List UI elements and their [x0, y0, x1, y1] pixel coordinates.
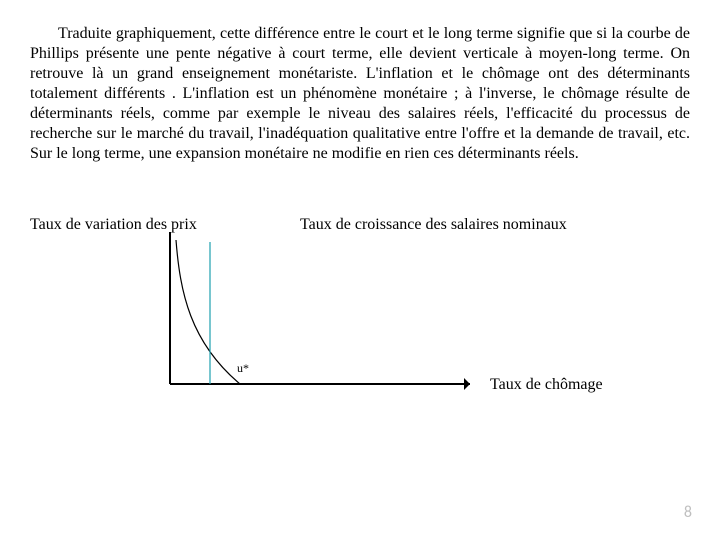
phillips-curve — [176, 240, 240, 384]
chart-svg — [150, 222, 490, 392]
body-paragraph: Traduite graphiquement, cette différence… — [0, 0, 720, 164]
phillips-chart: Taux de variation des prix Taux de crois… — [0, 214, 720, 414]
page-number: 8 — [684, 503, 692, 522]
x-axis-label: Taux de chômage — [490, 376, 603, 394]
x-axis-arrow-icon — [464, 378, 470, 390]
